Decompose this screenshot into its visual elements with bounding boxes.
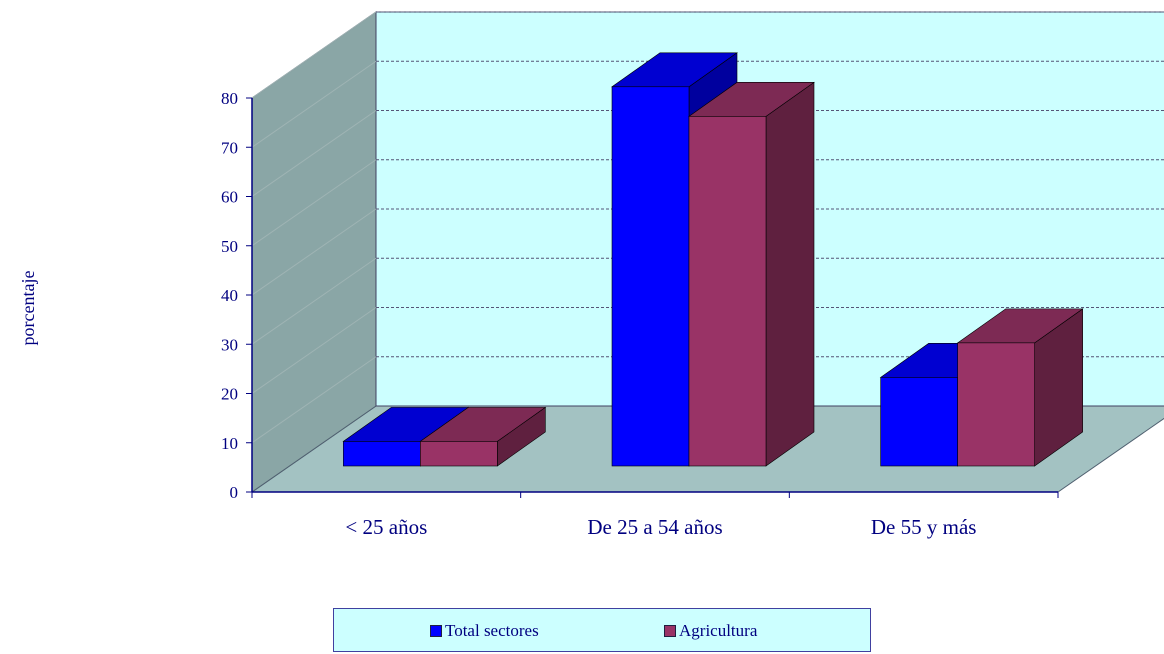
y-tick-label: 40 [221, 286, 238, 305]
x-category-label: De 55 y más [871, 515, 977, 539]
gridline-side [251, 60, 377, 148]
y-tick-label: 80 [221, 89, 238, 108]
bar [688, 81, 815, 467]
category-labels: < 25 años De 25 a 54 años De 55 y más [345, 515, 976, 539]
bar-front-face [343, 441, 421, 467]
bar [419, 406, 547, 467]
y-tick-label: 10 [221, 434, 238, 453]
legend-swatch-total-sectores [430, 625, 442, 637]
y-tick-label: 0 [230, 483, 239, 502]
y-tick-label: 50 [221, 237, 238, 256]
legend-label-agricultura: Agricultura [679, 621, 758, 640]
gridline-side [251, 208, 377, 296]
y-tick-labels: 0 10 20 30 40 50 60 70 80 [221, 89, 238, 502]
legend-swatch-agricultura [664, 625, 676, 637]
bar-front-face [957, 342, 1035, 467]
bar-front-face [688, 116, 767, 467]
gridline-side [251, 307, 377, 394]
gridline-side [251, 356, 377, 444]
gridline-side [251, 159, 377, 247]
bar-front-face [420, 441, 498, 467]
gridline-side [251, 110, 377, 197]
bar-side-face [765, 81, 815, 467]
x-category-label: < 25 años [345, 515, 427, 539]
bar-front-face [880, 377, 958, 467]
legend-label-total-sectores: Total sectores [445, 621, 539, 640]
y-tick-label: 20 [221, 385, 238, 404]
gridline-side [251, 257, 377, 345]
y-axis-label: porcentaje [18, 271, 38, 346]
legend-item-total-sectores: Total sectores [430, 621, 539, 641]
y-tick-label: 70 [221, 138, 238, 157]
legend: Total sectores Agricultura [333, 608, 871, 652]
bars [342, 52, 1084, 467]
x-category-label: De 25 a 54 años [587, 515, 722, 539]
bar-front-face [611, 86, 690, 467]
y-tick-label: 30 [221, 335, 238, 354]
y-tick-label: 60 [221, 188, 238, 207]
legend-item-agricultura: Agricultura [664, 621, 757, 641]
axes [246, 97, 1059, 498]
gridline-side [251, 11, 377, 99]
bar [956, 308, 1084, 467]
